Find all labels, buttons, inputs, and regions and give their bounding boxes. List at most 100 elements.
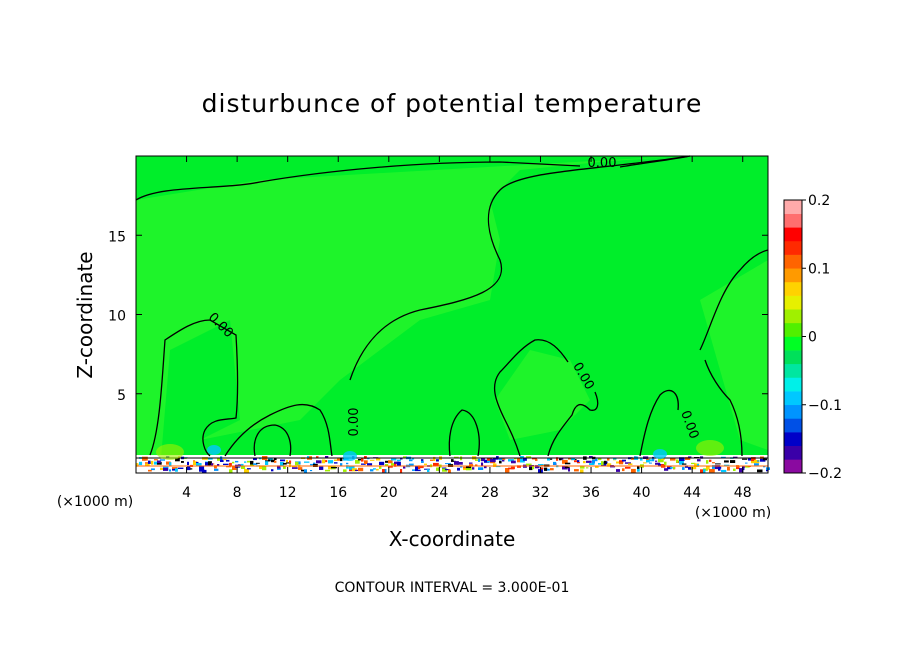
y-tick-label: 10	[108, 309, 126, 325]
surface-noise-cell	[613, 457, 617, 460]
surface-noise-cell	[550, 468, 554, 471]
surface-noise-cell	[178, 467, 184, 469]
surface-noise-cell	[187, 461, 189, 466]
surface-noise-cell	[379, 465, 382, 469]
surface-noise-cell	[268, 459, 271, 462]
surface-noise-cell	[397, 459, 401, 462]
x-tick-label: 40	[633, 485, 651, 501]
surface-noise-cell	[367, 463, 373, 466]
contour-line	[493, 339, 569, 457]
surface-noise-cell	[727, 466, 730, 471]
surface-noise-cell	[316, 456, 319, 459]
contour-line	[349, 155, 691, 381]
colorbar-segment	[784, 200, 802, 214]
surface-noise-cell	[655, 460, 658, 462]
surface-noise-cell	[520, 456, 524, 459]
contour-line	[135, 161, 581, 201]
surface-noise-cell	[250, 460, 254, 465]
surface-noise-cell	[484, 466, 487, 469]
surface-noise-cell	[343, 469, 347, 472]
surface-noise-cell	[595, 466, 599, 468]
surface-noise-cell	[538, 464, 544, 467]
surface-noise-cell	[532, 458, 537, 460]
surface-noise-cell	[241, 466, 246, 469]
surface-noise-cell	[643, 462, 647, 464]
surface-noise-cell	[409, 459, 413, 462]
x-tick-label: 48	[734, 485, 752, 501]
surface-noise-cell	[385, 460, 390, 463]
surface-noise-cell	[622, 459, 626, 462]
surface-noise-cell	[679, 457, 685, 461]
surface-noise-cell	[145, 463, 150, 466]
surface-noise-cell	[274, 458, 277, 460]
surface-noise-cell	[340, 458, 343, 462]
surface-noise-cell	[484, 459, 490, 463]
surface-noise-cell	[214, 468, 219, 471]
surface-noise-cell	[148, 460, 151, 464]
surface-noise-cell	[649, 459, 655, 462]
surface-noise-cell	[448, 469, 451, 474]
contour-line	[699, 249, 769, 351]
surface-noise-cell	[160, 459, 165, 461]
surface-noise-cell	[412, 469, 416, 471]
surface-noise-cell	[415, 466, 419, 471]
surface-noise-cell	[295, 461, 299, 466]
surface-noise-cell	[280, 459, 286, 462]
surface-noise-cell	[181, 461, 184, 463]
colorbar-segment	[784, 459, 802, 474]
surface-noise-cell	[565, 466, 570, 469]
surface-noise-cell	[373, 468, 376, 470]
surface-noise-cell	[193, 461, 198, 465]
colorbar-segment	[784, 213, 802, 228]
surface-noise-cell	[565, 462, 571, 465]
contour-line	[253, 424, 292, 457]
colorbar-tick-label: −0.1	[808, 398, 842, 414]
surface-noise-cell	[265, 460, 270, 462]
surface-noise-cell	[457, 462, 463, 465]
surface-noise-cell	[751, 457, 756, 462]
surface-noise-cell	[682, 467, 685, 470]
surface-noise-cell	[442, 468, 448, 472]
surface-noise-cell	[481, 457, 485, 462]
surface-noise-cell	[511, 466, 515, 470]
surface-noise-cell	[667, 466, 671, 468]
surface-noise-cell	[232, 461, 235, 464]
surface-noise-cell	[754, 460, 760, 464]
surface-noise-cell	[721, 469, 727, 473]
surface-noise-cell	[277, 465, 281, 469]
surface-noise-cell	[712, 465, 716, 469]
surface-noise-cell	[616, 469, 620, 472]
surface-noise-cell	[328, 465, 333, 470]
colorbar-segment	[784, 268, 802, 283]
surface-noise-cell	[274, 460, 277, 463]
surface-noise-cell	[433, 462, 439, 467]
colorbar-segment	[784, 322, 802, 337]
surface-noise-cell	[523, 457, 527, 461]
surface-noise-cell	[478, 467, 484, 470]
surface-noise-cell	[370, 469, 374, 472]
contour-line	[639, 389, 679, 457]
surface-noise-cell	[481, 462, 484, 467]
surface-noise-cell	[673, 466, 676, 469]
surface-noise-cell	[631, 468, 636, 473]
surface-noise-cell	[745, 462, 748, 464]
surface-noise-cell	[667, 466, 672, 470]
surface-noise-cell	[688, 456, 692, 458]
surface-noise-cell	[385, 464, 389, 466]
surface-noise-cell	[535, 459, 538, 461]
surface-noise-cell	[724, 460, 729, 463]
surface-noise-cell	[205, 462, 211, 466]
chart-title: disturbunce of potential temperature	[202, 89, 703, 118]
surface-noise-cell	[145, 462, 151, 464]
surface-noise-cell	[664, 461, 667, 465]
surface-noise-cell	[685, 465, 688, 468]
surface-noise-cell	[286, 462, 291, 464]
surface-noise-cell	[157, 460, 161, 463]
surface-noise-cell	[706, 460, 709, 464]
surface-noise-cell	[310, 463, 315, 466]
surface-noise-cell	[580, 465, 585, 469]
surface-noise-cell	[460, 466, 463, 468]
surface-noise-cell	[319, 466, 324, 470]
surface-noise-cell	[400, 458, 403, 460]
surface-noise-cell	[694, 463, 699, 467]
